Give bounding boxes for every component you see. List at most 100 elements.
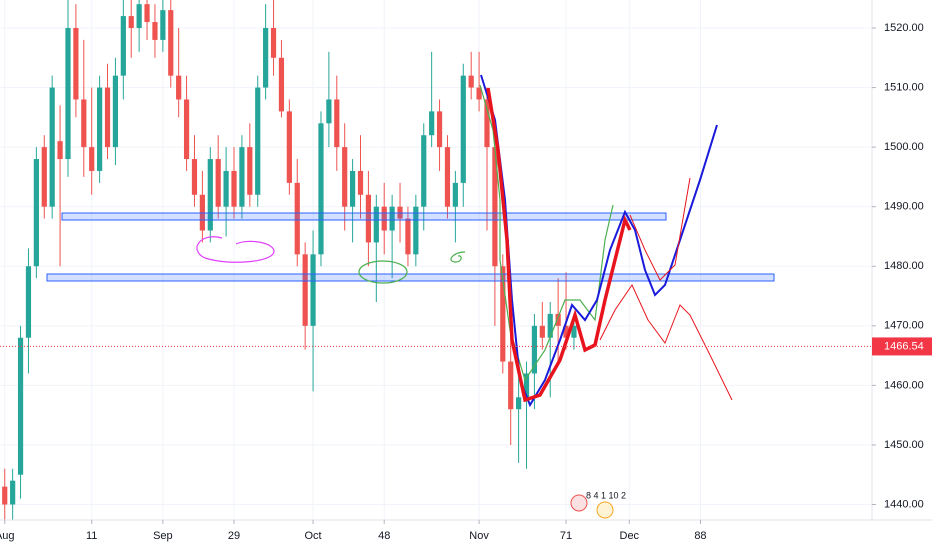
candle-body (207, 159, 213, 231)
candle-body (278, 57, 285, 112)
y-tick-label: 1450.00 (884, 439, 924, 451)
candle-body (286, 111, 292, 183)
candle-body (89, 147, 95, 171)
candle-body (17, 337, 24, 475)
candle-body (128, 16, 134, 28)
candle-body (263, 27, 269, 88)
candle-body (484, 99, 490, 148)
pen-mark (450, 251, 466, 263)
candle-body (10, 480, 16, 505)
candle-body (349, 170, 356, 207)
candle-body (381, 206, 387, 231)
y-tick-label: 1500.00 (884, 141, 924, 153)
candle-body (413, 206, 419, 255)
candle-body (183, 99, 190, 160)
candle-body (444, 147, 451, 207)
candle-body (160, 10, 166, 40)
candle-body (436, 111, 443, 148)
candle-body (531, 325, 538, 374)
x-tick-label: Oct (305, 530, 322, 542)
y-tick-label: 1520.00 (884, 22, 924, 34)
candle-body (405, 218, 411, 255)
candle-body (65, 27, 71, 160)
axes: 1440.00 1450.00 1460.00 1470.00 1480.00 1490.… (0, 22, 932, 542)
candle-body (270, 27, 277, 58)
candle-body (81, 99, 87, 148)
event-icon[interactable] (596, 501, 614, 519)
candle-body (41, 147, 47, 207)
pen-mark (480, 74, 718, 408)
candle-body (468, 75, 474, 88)
x-tick-label: 88 (694, 530, 706, 542)
candle-body (49, 87, 55, 207)
candle-body (421, 135, 427, 207)
candle-body (334, 99, 340, 148)
candle-body (357, 170, 364, 195)
candle-body (302, 254, 308, 326)
drawings (46, 74, 775, 408)
pen-mark (358, 260, 408, 284)
grid (0, 0, 872, 520)
candle-body (452, 182, 458, 207)
x-tick-label: 71 (560, 530, 572, 542)
candle-body (215, 159, 221, 207)
candle-body (25, 266, 32, 338)
zone (61, 212, 667, 221)
candle-body (239, 147, 245, 207)
candle-body (547, 313, 553, 338)
pen-mark (599, 283, 733, 401)
event-counts: 8 4 1 10 2 (586, 490, 626, 500)
candle-body (223, 170, 229, 207)
pen-mark (629, 177, 691, 281)
candle-body (247, 147, 253, 195)
pen-mark (486, 87, 632, 403)
candle-body (2, 486, 8, 505)
event-icon[interactable] (570, 494, 588, 512)
zone (46, 273, 775, 282)
candle-body (112, 75, 119, 148)
last-price-label: 1466.54 (884, 340, 924, 352)
candle-body (460, 75, 466, 183)
candle-body (523, 373, 530, 398)
candle-body (152, 22, 158, 40)
candle-body (539, 325, 545, 338)
x-tick-label: Aug (0, 530, 15, 542)
candle-body (326, 99, 332, 124)
y-tick-label: 1440.00 (884, 498, 924, 510)
candle-body (492, 147, 498, 267)
pen-mark (479, 84, 614, 382)
y-tick-label: 1490.00 (884, 201, 924, 213)
events: 8 4 1 10 2 (570, 490, 626, 519)
last-price-box (872, 337, 932, 356)
candle-body (33, 159, 39, 267)
y-tick-label: 1470.00 (884, 320, 924, 332)
candle-body (571, 325, 577, 338)
candle-body (168, 10, 174, 76)
x-tick-label: 11 (86, 530, 97, 542)
x-tick-label: Dec (620, 530, 640, 542)
candle-body (476, 87, 482, 100)
y-tick-label: 1510.00 (884, 81, 924, 93)
candle-body (365, 194, 372, 243)
x-tick-label: 29 (228, 530, 240, 542)
x-tick-label: 48 (378, 530, 390, 542)
candle-body (516, 397, 522, 410)
candle-body (429, 111, 435, 136)
candle-body (255, 87, 261, 195)
pen-mark (196, 236, 275, 263)
candle-body (176, 75, 182, 100)
candle-body (120, 16, 126, 76)
candle-body (342, 147, 348, 207)
candle-body (318, 123, 324, 255)
candle-body (389, 206, 395, 231)
candle-body (310, 254, 316, 326)
candle-body (563, 325, 569, 338)
candle-body (555, 313, 561, 326)
candle-body (97, 87, 103, 171)
candle-body (231, 170, 237, 207)
y-tick-label: 1480.00 (884, 260, 924, 272)
candle-body (373, 206, 379, 243)
candle-body (144, 4, 150, 23)
candle-body (57, 141, 63, 160)
